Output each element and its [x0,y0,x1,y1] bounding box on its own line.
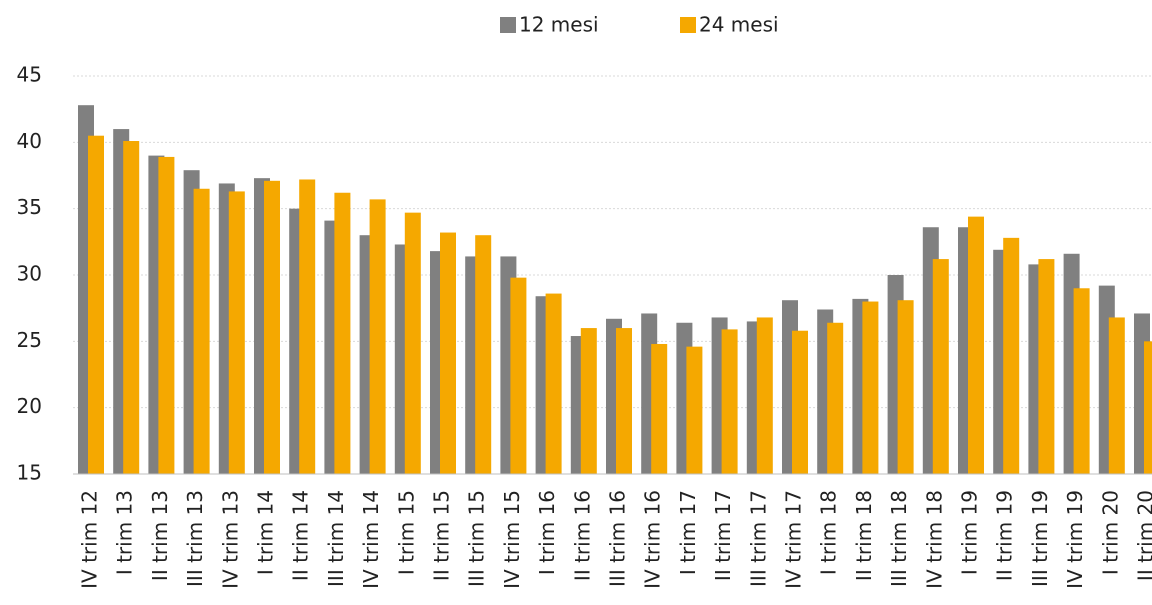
bar [1144,341,1152,474]
legend-label: 12 mesi [519,13,599,37]
bar [158,156,175,474]
bar [756,317,773,474]
bar [1073,288,1090,474]
x-tick-label: II trim 19 [993,490,1017,581]
bar [827,322,844,474]
x-tick-label: I trim 19 [958,490,982,575]
bar [686,346,703,474]
x-tick-label: II trim 13 [148,490,172,581]
x-tick-label: III trim 16 [606,490,630,587]
y-tick-label: 20 [17,394,42,418]
y-tick-label: 35 [17,195,42,219]
x-tick-label: II trim 18 [852,490,876,581]
x-tick-label: IV trim 16 [641,490,665,589]
legend-swatch [500,17,516,33]
x-tick-label: II trim 17 [711,490,735,581]
bar [440,232,456,474]
bar [651,343,668,474]
bar [228,191,245,475]
legend-swatch [680,17,696,33]
bar [334,192,351,474]
y-tick-label: 45 [17,63,42,87]
x-tick-label: III trim 17 [746,490,770,587]
x-tick-label: IV trim 19 [1063,490,1087,589]
x-tick-label: II trim 16 [570,490,594,581]
bar [404,212,421,474]
bar [721,329,738,474]
bar [968,216,984,475]
x-tick-label: III trim 15 [465,490,489,587]
bar [299,179,316,475]
x-tick-label: I trim 14 [254,490,278,575]
x-tick-label: II trim 20 [1134,490,1152,581]
bar [193,188,210,474]
bar [475,235,492,474]
x-tick-label: III trim 19 [1028,490,1052,587]
bar [123,141,140,475]
bar [264,180,280,474]
bar [1108,317,1125,474]
bar [616,328,632,474]
x-tick-label: III trim 13 [183,490,207,587]
legend-label: 24 mesi [699,13,779,37]
y-tick-label: 30 [17,262,42,286]
x-tick-label: I trim 18 [817,490,841,575]
x-tick-label: I trim 17 [676,490,700,575]
bar [510,277,527,474]
bar [545,293,562,474]
bar [792,330,808,474]
bar [932,259,949,474]
x-tick-label: III trim 14 [324,490,348,587]
bar [862,301,879,474]
bar [88,135,104,474]
y-tick-label: 25 [17,328,42,352]
bar [580,328,597,474]
x-tick-label: IV trim 13 [218,490,242,589]
x-tick-label: IV trim 18 [922,490,946,589]
x-tick-label: IV trim 15 [500,490,524,589]
x-tick-label: II trim 15 [430,490,454,581]
bar [1003,237,1020,474]
x-tick-label: III trim 18 [887,490,911,587]
y-tick-label: 40 [17,129,42,153]
x-tick-label: II trim 14 [289,490,313,581]
x-tick-label: I trim 16 [535,490,559,575]
bar [897,300,914,474]
x-tick-label: IV trim 17 [782,490,806,589]
y-tick-label: 15 [17,461,42,485]
bar [1038,259,1055,474]
x-tick-label: I trim 20 [1098,490,1122,575]
x-tick-label: IV trim 14 [359,490,383,589]
x-tick-label: I trim 15 [394,490,418,575]
bar [369,199,386,474]
x-tick-label: IV trim 12 [78,490,102,589]
x-tick-label: I trim 13 [113,490,137,575]
